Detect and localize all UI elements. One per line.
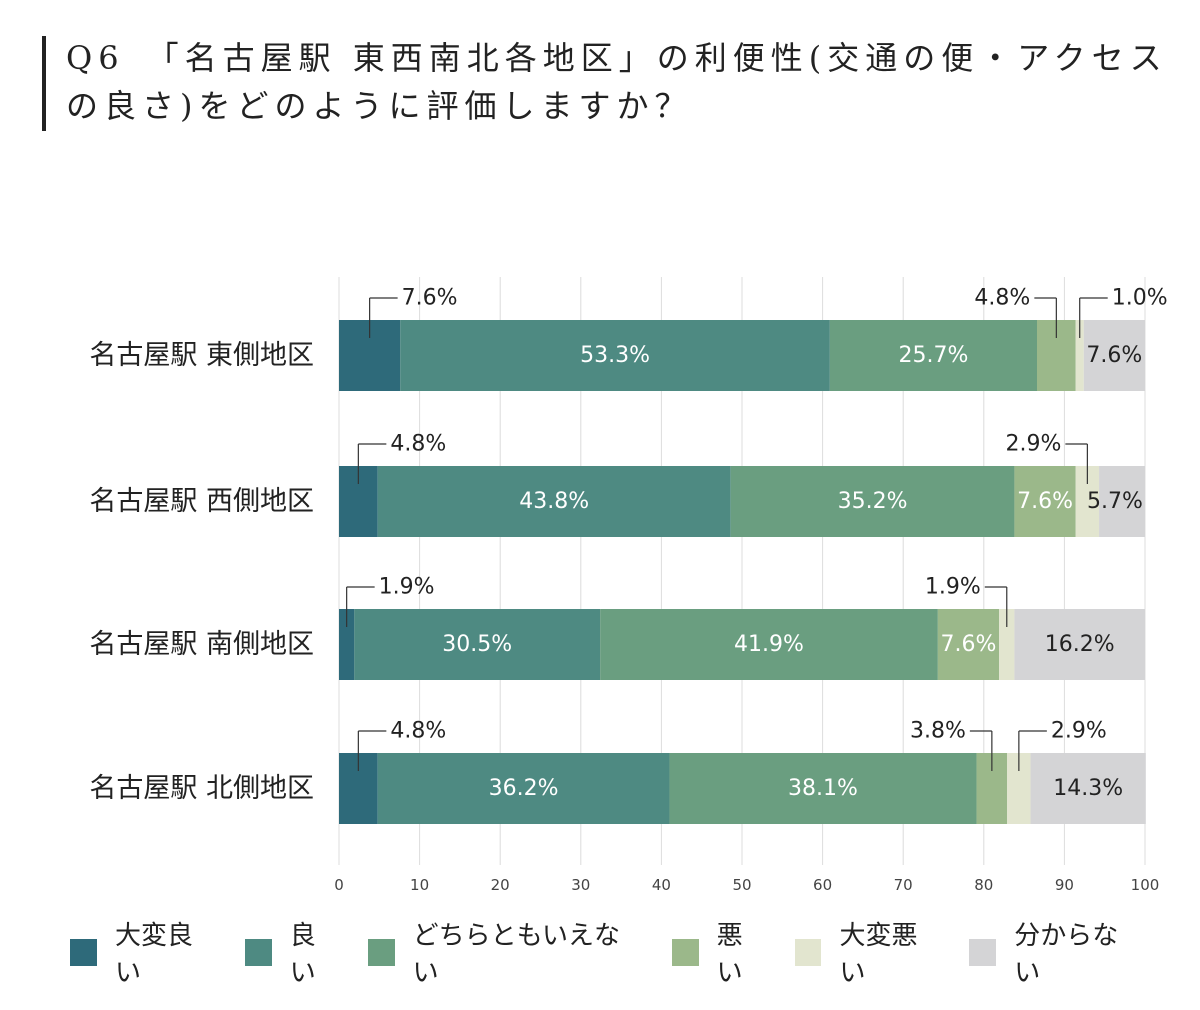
- data-label: 30.5%: [442, 632, 512, 657]
- bar-segment: [354, 609, 601, 680]
- data-label: 5.7%: [1087, 489, 1143, 514]
- legend-label: 大変悪い: [839, 921, 918, 988]
- x-tick-label: 10: [410, 876, 429, 894]
- data-label: 43.8%: [519, 489, 589, 514]
- bar-segment: [669, 753, 977, 824]
- data-label: 7.6%: [941, 632, 997, 657]
- bar-segment: [1030, 753, 1146, 824]
- data-label: 1.9%: [379, 575, 435, 600]
- legend-swatch: [794, 938, 822, 966]
- x-tick-label: 0: [334, 876, 344, 894]
- legend-item: どちらともいえない: [367, 915, 646, 989]
- category-label: 名古屋駅 北側地区: [89, 773, 314, 804]
- x-tick-label: 40: [652, 876, 671, 894]
- category-label: 名古屋駅 西側地区: [89, 486, 314, 517]
- data-label: 7.6%: [402, 286, 458, 311]
- x-tick-label: 90: [1055, 876, 1074, 894]
- bar-segment: [1083, 320, 1145, 391]
- legend-item: 良い: [244, 915, 342, 989]
- data-label: 4.8%: [974, 286, 1030, 311]
- bar-segment: [829, 320, 1037, 391]
- data-label: 35.2%: [838, 489, 908, 514]
- title-accent-bar: [42, 36, 46, 131]
- bar-segment: [377, 466, 731, 537]
- legend-swatch: [244, 938, 272, 966]
- bar-segment: [400, 320, 830, 391]
- chart-legend: 大変良い 良い どちらともいえない 悪い 大変悪い 分からない: [70, 921, 1170, 988]
- bar-segment: [377, 753, 670, 824]
- legend-item: 大変良い: [70, 915, 219, 989]
- data-label: 4.8%: [390, 719, 446, 744]
- data-label: 36.2%: [489, 776, 559, 801]
- legend-item: 大変悪い: [794, 915, 944, 989]
- data-label: 2.9%: [1051, 719, 1107, 744]
- legend-swatch: [367, 938, 395, 966]
- data-label: 41.9%: [734, 632, 804, 657]
- x-tick-label: 20: [491, 876, 510, 894]
- category-label: 名古屋駅 東側地区: [89, 340, 314, 371]
- bar-segment: [999, 609, 1015, 680]
- legend-swatch: [70, 938, 97, 966]
- legend-swatch: [969, 938, 997, 966]
- chart-title: Q6 「名古屋駅 東西南北各地区」の利便性(交通の便・アクセスの良さ)をどのよう…: [66, 39, 1168, 125]
- data-label: 7.6%: [1086, 343, 1142, 368]
- bar-segment: [1075, 320, 1084, 391]
- data-label: 1.9%: [925, 575, 981, 600]
- data-label: 2.9%: [1005, 432, 1061, 457]
- x-tick-label: 70: [894, 876, 913, 894]
- data-label: 38.1%: [788, 776, 858, 801]
- x-tick-label: 100: [1131, 876, 1160, 894]
- data-label: 3.8%: [910, 719, 966, 744]
- bar-segment: [937, 609, 1000, 680]
- bar-segment: [1075, 466, 1100, 537]
- legend-item: 分からない: [969, 915, 1144, 989]
- data-label: 1.0%: [1112, 286, 1168, 311]
- legend-swatch: [671, 938, 699, 966]
- bar-segment: [730, 466, 1015, 537]
- x-tick-label: 60: [813, 876, 832, 894]
- bar-segment: [1007, 753, 1031, 824]
- x-tick-label: 50: [732, 876, 751, 894]
- data-label: 53.3%: [580, 343, 650, 368]
- bar-segment: [1099, 466, 1145, 537]
- legend-item: 悪い: [671, 915, 769, 989]
- legend-label: 悪い: [716, 921, 743, 988]
- bar-segment: [600, 609, 938, 680]
- legend-label: 大変良い: [114, 921, 193, 988]
- legend-label: 良い: [289, 921, 316, 988]
- bar-segment: [339, 609, 355, 680]
- category-label: 名古屋駅 南側地区: [89, 629, 314, 660]
- data-label: 25.7%: [898, 343, 968, 368]
- data-label: 4.8%: [390, 432, 446, 457]
- legend-label: どちらともいえない: [412, 921, 621, 988]
- data-label: 14.3%: [1053, 776, 1123, 801]
- legend-label: 分からない: [1014, 921, 1119, 988]
- data-label: 7.6%: [1017, 489, 1073, 514]
- x-tick-label: 80: [974, 876, 993, 894]
- x-tick-label: 30: [571, 876, 590, 894]
- bar-segment: [1014, 609, 1145, 680]
- data-label: 16.2%: [1045, 632, 1115, 657]
- bar-segment: [1014, 466, 1076, 537]
